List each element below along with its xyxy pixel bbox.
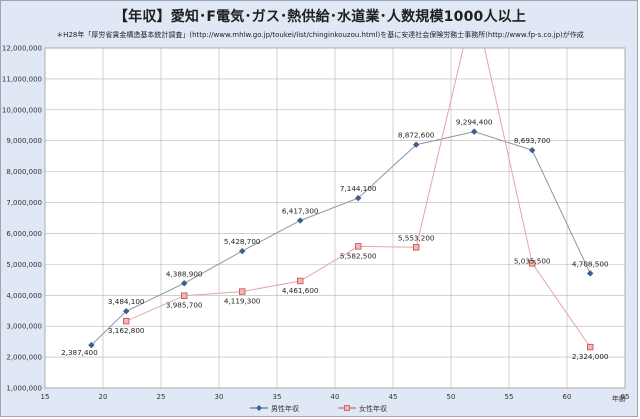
- female-point-marker: [587, 343, 594, 351]
- male-point-marker: [355, 194, 362, 202]
- x-tick-label: 55: [505, 393, 514, 401]
- x-tick-label: 20: [99, 393, 108, 401]
- y-tick-label: 7,000,000: [6, 199, 42, 207]
- x-tick-label: 35: [273, 393, 282, 401]
- legend-male-label: 男性年収: [271, 404, 299, 413]
- data-label: 5,035,500: [514, 256, 551, 265]
- data-label: 4,388,900: [166, 269, 203, 278]
- data-label: 7,144,100: [340, 184, 377, 193]
- female-point-marker: [123, 317, 130, 325]
- x-tick-label: 65: [621, 393, 630, 401]
- female-point-marker: [180, 292, 188, 299]
- data-label: 5,553,200: [398, 233, 435, 242]
- x-tick-label: 15: [41, 393, 50, 401]
- male-point-marker: [413, 141, 420, 148]
- male-point-marker: [239, 247, 246, 255]
- legend: 男性年収 女性年収: [250, 404, 387, 413]
- x-tick-label: 30: [215, 393, 224, 401]
- female-point-marker: [529, 260, 536, 267]
- female-point-marker: [296, 277, 304, 285]
- y-tick-label: 6,000,000: [6, 230, 42, 238]
- data-label: 3,484,100: [108, 297, 145, 306]
- y-tick-label: 8,000,000: [6, 168, 42, 176]
- y-tick-label: 10,000,000: [2, 106, 42, 114]
- x-tick-label: 40: [331, 393, 340, 401]
- data-label: 5,582,500: [340, 251, 377, 260]
- y-tick-label: 2,000,000: [6, 354, 42, 362]
- grid-lines: [44, 47, 626, 389]
- y-tick-label: 9,000,000: [6, 137, 42, 145]
- data-label: 2,324,000: [572, 352, 609, 361]
- male-point-marker: [297, 217, 304, 224]
- y-tick-label: 12,000,000: [2, 45, 42, 53]
- x-tick-label: 25: [157, 393, 166, 401]
- legend-male-marker: [256, 405, 262, 411]
- data-label: 8,872,600: [398, 131, 435, 140]
- y-tick-label: 5,000,000: [6, 261, 42, 269]
- x-tick-label: 50: [447, 393, 456, 401]
- y-tick-label: 11,000,000: [2, 75, 42, 83]
- data-label: 8,693,700: [514, 136, 551, 145]
- y-tick-label: 1,000,000: [6, 385, 42, 393]
- data-label: 3,162,800: [108, 326, 145, 335]
- data-label: 4,461,600: [282, 286, 319, 295]
- male-point-marker: [181, 280, 188, 287]
- female-point-marker: [354, 243, 362, 250]
- x-axis-label: 年齢: [612, 394, 626, 403]
- data-label: 6,417,300: [282, 207, 319, 216]
- x-tick-label: 60: [563, 393, 572, 401]
- male-point-marker: [88, 341, 95, 349]
- chart-source-note: ＊H28年「厚労省賃金構造基本統計調査」(http://www.mhlw.go.…: [56, 31, 584, 39]
- legend-female-label: 女性年収: [359, 404, 387, 413]
- female-point-marker: [238, 288, 246, 295]
- male-point-marker: [123, 308, 130, 315]
- legend-female-marker: [344, 405, 350, 411]
- y-tick-label: 4,000,000: [6, 292, 42, 300]
- data-label: 2,387,400: [61, 348, 98, 357]
- data-label: 5,428,700: [224, 237, 261, 246]
- female-point-marker: [412, 244, 420, 251]
- x-axis-ticks: 15 20 25 30 35 40 45 50 55 60 65: [41, 393, 630, 401]
- male-point-marker: [587, 270, 594, 277]
- data-label: 4,708,500: [572, 259, 609, 268]
- y-tick-label: 3,000,000: [6, 323, 42, 331]
- male-point-marker: [529, 146, 536, 154]
- y-axis-ticks: 1,000,000 2,000,000 3,000,000 4,000,000 5,00…: [2, 45, 42, 393]
- series-line-male: [91, 131, 591, 346]
- chart-title: 【年収】愛知･F電気･ガス･熱供給･水道業･人数規模1000人以上: [113, 9, 527, 25]
- data-label: 9,294,400: [456, 118, 493, 127]
- series-markers: [88, 128, 594, 351]
- data-labels: 2,387,400 3,484,100 4,388,900 5,428,700 6,41…: [61, 118, 609, 361]
- x-tick-label: 45: [389, 393, 398, 401]
- data-label: 3,985,700: [166, 301, 203, 310]
- data-label: 4,119,300: [224, 297, 261, 306]
- male-point-marker: [471, 128, 478, 135]
